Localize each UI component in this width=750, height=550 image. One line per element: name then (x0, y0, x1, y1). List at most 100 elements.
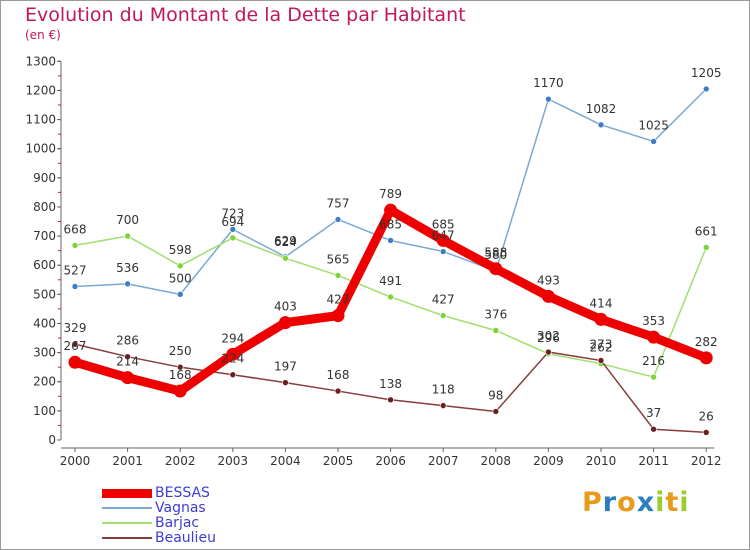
data-label-vagnas: 580 (484, 248, 507, 262)
data-label-bessas: 267 (64, 339, 87, 353)
y-tick-label: 900 (33, 171, 56, 185)
data-point-beaulieu (439, 402, 447, 409)
data-point-barjac (124, 232, 131, 240)
y-tick-label: 200 (33, 375, 56, 389)
data-label-barjac: 598 (169, 243, 192, 257)
legend-label: Vagnas (155, 500, 206, 516)
logo-letter: o (617, 487, 637, 518)
data-label-bessas: 493 (537, 273, 560, 287)
data-label-beaulieu: 37 (646, 406, 661, 420)
data-label-barjac: 661 (695, 224, 718, 238)
data-label-barjac: 376 (484, 307, 507, 321)
data-label-vagnas: 500 (169, 271, 192, 285)
data-point-vagnas (229, 226, 237, 233)
legend-item-vagnas: Vagnas (102, 501, 206, 515)
x-tick-label: 2008 (481, 454, 512, 468)
data-label-bessas: 282 (695, 335, 718, 349)
data-point-barjac (176, 262, 184, 270)
legend-swatch (102, 488, 152, 498)
data-point-vagnas (702, 85, 710, 93)
data-point-beaulieu (650, 425, 657, 433)
data-label-vagnas: 723 (221, 206, 244, 220)
x-tick-label: 2002 (165, 454, 196, 468)
legend-swatch (102, 537, 152, 539)
data-point-beaulieu (124, 353, 131, 360)
data-point-barjac (702, 244, 710, 251)
data-point-bessas (278, 316, 292, 330)
data-label-barjac: 427 (432, 293, 455, 307)
y-tick-label: 600 (33, 258, 56, 272)
data-point-bessas (226, 347, 240, 361)
data-label-vagnas: 1025 (638, 118, 669, 132)
y-tick-label: 1000 (25, 142, 56, 156)
data-label-bessas: 588 (484, 246, 507, 260)
data-label-vagnas: 647 (432, 229, 455, 243)
data-point-bessas (436, 233, 450, 247)
data-label-vagnas: 1170 (533, 76, 564, 90)
data-label-beaulieu: 224 (221, 352, 244, 366)
data-label-vagnas: 536 (116, 261, 139, 275)
data-label-beaulieu: 26 (699, 409, 714, 423)
data-label-vagnas: 1082 (586, 102, 617, 116)
data-point-vagnas (71, 283, 79, 290)
y-tick-label: 400 (33, 316, 56, 330)
data-label-barjac: 296 (537, 331, 560, 345)
data-label-vagnas: 757 (327, 196, 350, 210)
data-point-vagnas (597, 121, 605, 129)
data-label-beaulieu: 197 (274, 360, 297, 374)
legend-item-bessas: BESSAS (102, 486, 210, 500)
data-label-vagnas: 685 (379, 217, 402, 231)
x-tick-label: 2007 (428, 454, 459, 468)
data-label-bessas: 353 (642, 314, 665, 328)
x-tick-label: 2000 (60, 454, 91, 468)
data-label-barjac: 262 (590, 341, 613, 355)
data-point-bessas (489, 262, 503, 276)
data-point-bessas (647, 330, 661, 344)
data-point-bessas (541, 289, 555, 303)
data-label-beaulieu: 168 (327, 368, 350, 382)
data-point-barjac (282, 254, 289, 262)
data-point-vagnas (545, 95, 552, 103)
x-tick-label: 2004 (270, 454, 301, 468)
data-label-bessas: 427 (327, 293, 350, 307)
logo-letter: r (602, 487, 618, 518)
legend-item-barjac: Barjac (102, 516, 199, 530)
logo-letter: i (679, 487, 690, 518)
legend-item-beaulieu: Beaulieu (102, 531, 216, 545)
legend-label: BESSAS (155, 485, 210, 501)
data-label-bessas: 789 (379, 187, 402, 201)
data-point-beaulieu (334, 387, 342, 395)
data-point-vagnas (124, 280, 131, 288)
data-point-beaulieu (545, 348, 552, 356)
chart-subtitle: (en €) (25, 28, 61, 42)
chart-title: Evolution du Montant de la Dette par Hab… (25, 4, 466, 26)
data-label-bessas: 403 (274, 300, 297, 314)
y-tick-label: 0 (48, 433, 56, 447)
logo-letter: x (636, 487, 656, 518)
x-tick-label: 2003 (218, 454, 249, 468)
data-label-barjac: 694 (221, 215, 244, 229)
y-tick-label: 100 (33, 404, 56, 418)
data-point-barjac (387, 293, 394, 301)
data-label-barjac: 700 (116, 213, 139, 227)
data-label-beaulieu: 250 (169, 344, 192, 358)
data-point-beaulieu (597, 357, 605, 364)
x-tick-label: 2009 (533, 454, 564, 468)
data-label-beaulieu: 329 (64, 321, 87, 335)
data-label-bessas: 414 (590, 296, 613, 310)
x-tick-label: 2006 (375, 454, 406, 468)
legend-label: Beaulieu (155, 530, 216, 546)
y-tick-label: 1200 (25, 83, 56, 97)
data-point-beaulieu (229, 371, 237, 379)
data-label-bessas: 294 (221, 331, 244, 345)
data-point-barjac (334, 272, 342, 279)
data-point-bessas (331, 309, 345, 323)
y-tick-label: 800 (33, 200, 56, 214)
y-tick-label: 500 (33, 287, 56, 301)
data-point-bessas (121, 371, 135, 385)
legend-label: Barjac (155, 515, 200, 531)
data-point-vagnas (439, 248, 447, 255)
data-label-bessas: 214 (116, 355, 139, 369)
logo-letter: i (655, 487, 666, 518)
